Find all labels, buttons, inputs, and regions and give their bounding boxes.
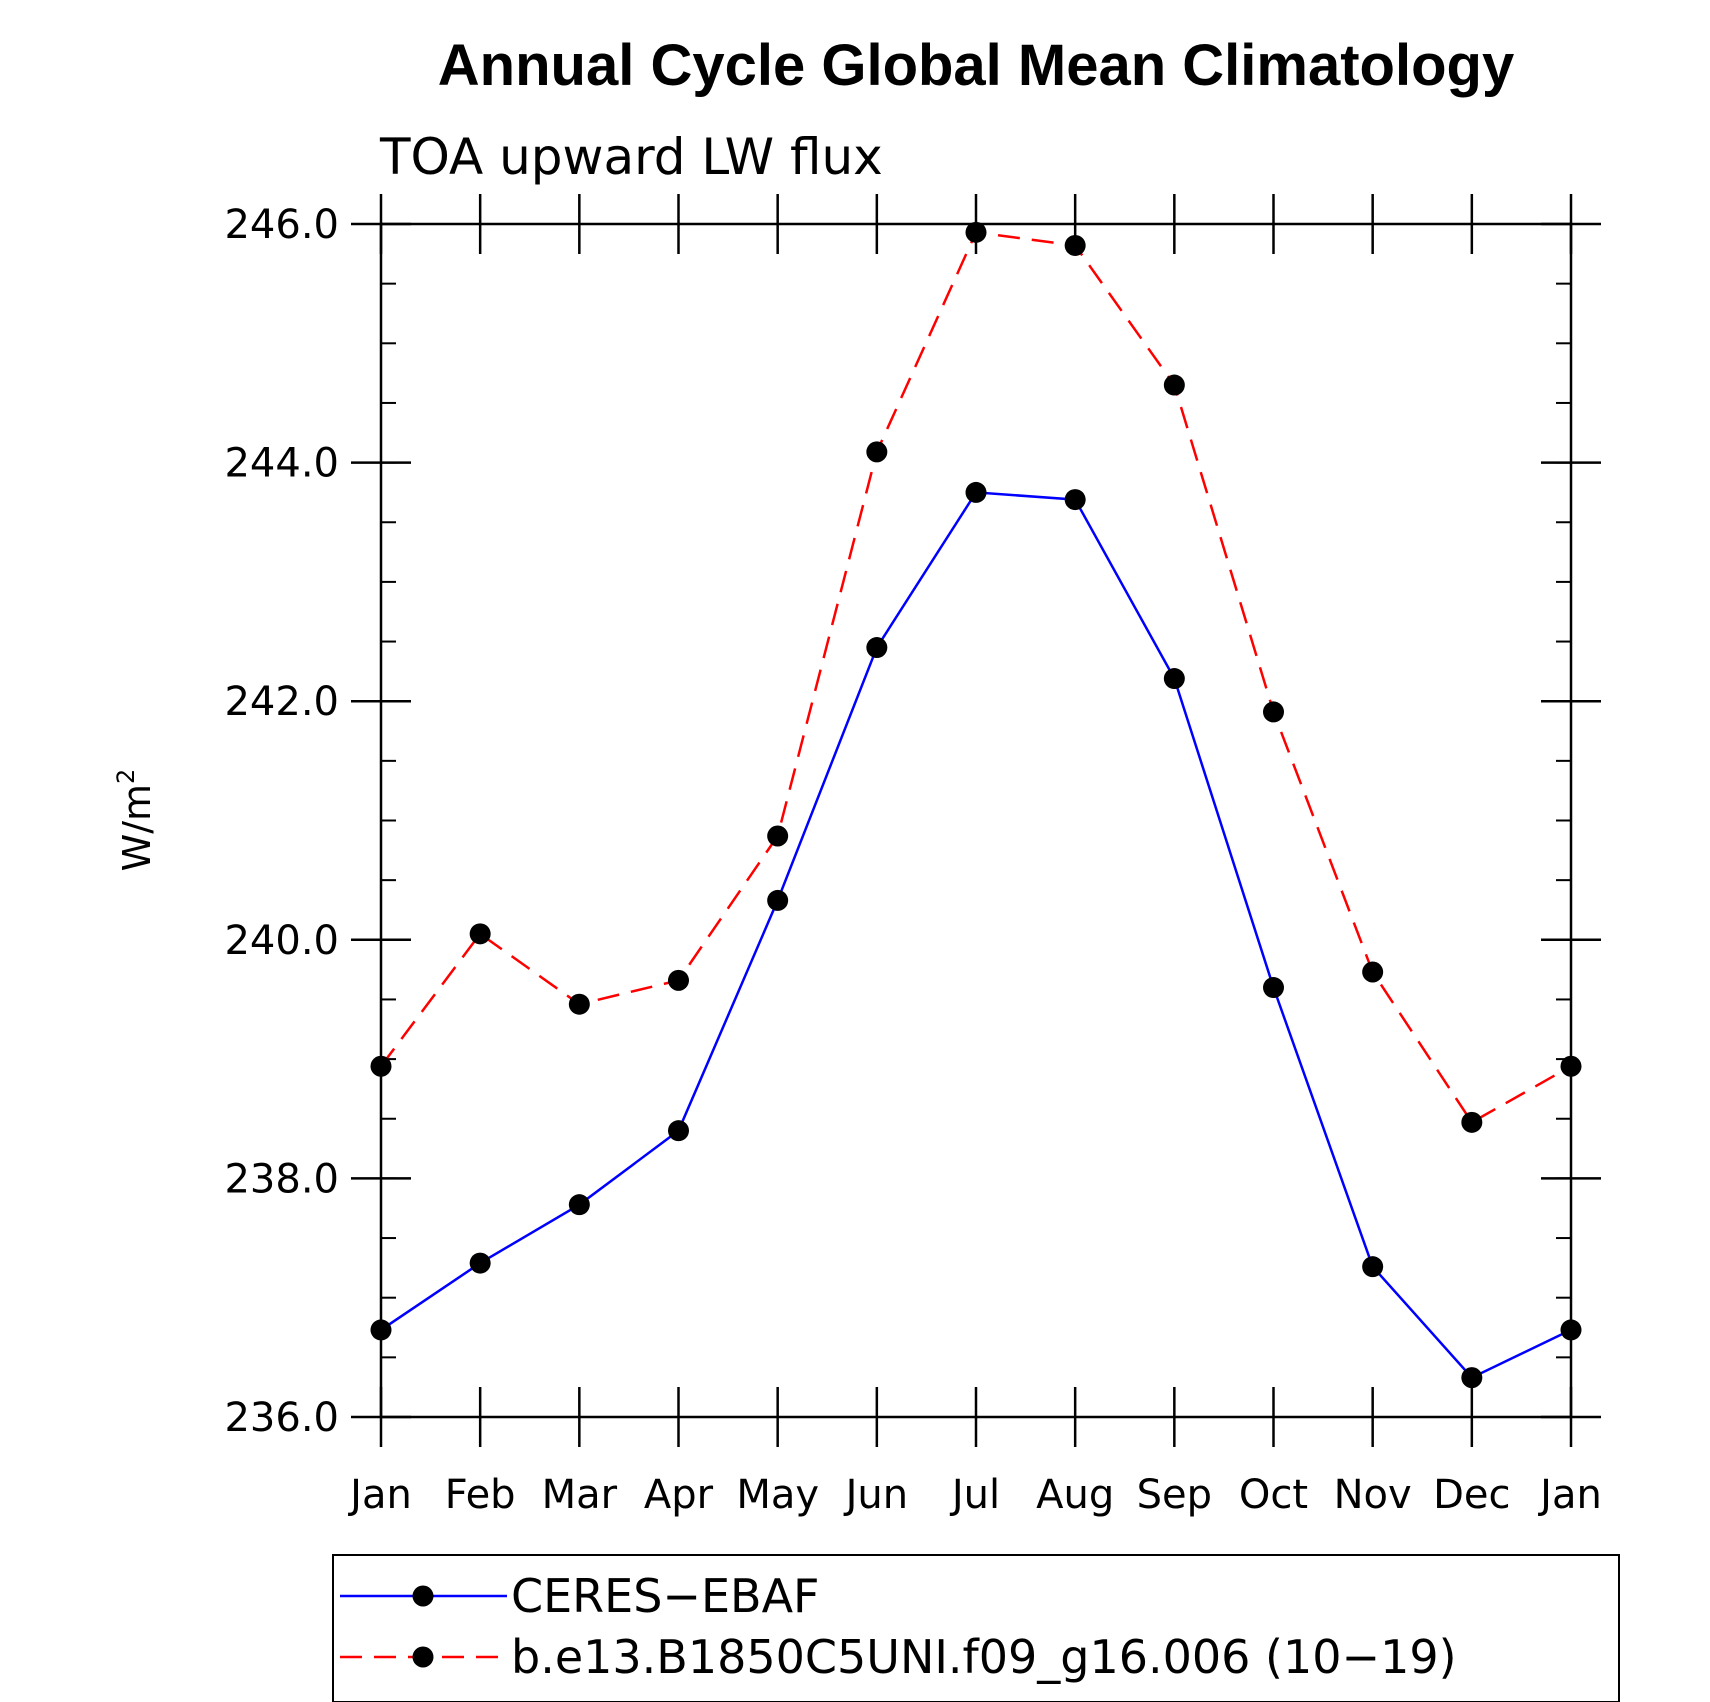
- x-tick-label: Apr: [644, 1472, 714, 1518]
- series-2-point: [1263, 701, 1284, 723]
- series-2-point: [568, 993, 590, 1015]
- y-tick-labels: 236.0 238.0 240.0 242.0 244.0 246.0: [224, 202, 339, 1441]
- series-1-point: [1163, 668, 1185, 690]
- series-line-2: [379, 230, 1572, 1124]
- y-tick-label: 242.0: [224, 679, 339, 725]
- series-2-point: [1362, 961, 1384, 983]
- x-tick-label: Jan: [347, 1472, 412, 1518]
- legend: CERES−EBAF b.e13.B1850C5UNI.f09_g16.006 (…: [340, 1569, 1457, 1684]
- legend-box: [332, 1554, 1620, 1702]
- series-1-point: [370, 1319, 392, 1341]
- plot-frame: [379, 222, 1573, 1419]
- series-1-point: [767, 889, 789, 911]
- series-2-point: [1064, 234, 1086, 256]
- chart-subtitle: TOA upward LW flux: [379, 128, 883, 186]
- legend-label-2: b.e13.B1850C5UNI.f09_g16.006 (10−19): [511, 1630, 1457, 1684]
- x-tick-label: Dec: [1433, 1472, 1510, 1518]
- y-axis-label-superscript: 2: [112, 769, 140, 784]
- x-tick-label: Oct: [1239, 1472, 1308, 1518]
- y-tick-label: 240.0: [224, 918, 339, 964]
- series-1-point: [1560, 1319, 1582, 1341]
- x-tick-label: May: [736, 1472, 819, 1518]
- x-tick-label: Aug: [1036, 1472, 1114, 1518]
- x-tick-label: Jul: [949, 1472, 1000, 1518]
- series-2-point: [469, 923, 491, 945]
- series-1-point: [1362, 1256, 1384, 1278]
- series-1-point: [469, 1252, 491, 1274]
- x-tick-label: Sep: [1137, 1472, 1212, 1518]
- y-tick-label: 244.0: [224, 441, 339, 487]
- x-tick-labels: Jan Feb Mar Apr May Jun Jul Aug Sep Oct Nov Dec Jan: [347, 1472, 1602, 1518]
- y-tick-label: 246.0: [224, 202, 339, 248]
- x-tick-label: Feb: [445, 1472, 516, 1518]
- series-1-point: [1263, 977, 1284, 999]
- x-tick-label: Nov: [1334, 1472, 1412, 1518]
- series-1-point: [668, 1120, 689, 1142]
- chart-title: Annual Cycle Global Mean Climatology: [438, 33, 1514, 98]
- y-tick-label: 238.0: [224, 1156, 339, 1202]
- series-2-point: [1560, 1055, 1582, 1077]
- axes: [351, 194, 1601, 1447]
- x-tick-label: Jun: [843, 1472, 909, 1518]
- series-1-point: [1461, 1367, 1483, 1389]
- x-tick-label: Jan: [1537, 1472, 1602, 1518]
- series-2-point: [767, 825, 789, 847]
- legend-marker-2: [412, 1646, 434, 1668]
- series-line-1: [380, 491, 1572, 1380]
- series-2-point: [1163, 374, 1185, 396]
- series-1-point: [1064, 489, 1086, 511]
- series-2-point: [370, 1055, 392, 1077]
- legend-label-1: CERES−EBAF: [511, 1569, 820, 1623]
- y-axis-label-text: W/m: [115, 784, 159, 871]
- series-2-point: [866, 441, 888, 463]
- y-axis-label: W/m2: [112, 769, 159, 872]
- series-2-point: [1461, 1111, 1483, 1133]
- x-tick-label: Mar: [542, 1472, 618, 1518]
- series-lines: [370, 221, 1582, 1389]
- series-2-point: [965, 221, 987, 243]
- series-1-point: [568, 1194, 590, 1216]
- legend-marker-1: [412, 1585, 434, 1607]
- series-2-point: [668, 969, 689, 991]
- y-tick-label: 236.0: [224, 1395, 339, 1441]
- series-1-point: [866, 637, 888, 659]
- series-1-point: [965, 481, 987, 503]
